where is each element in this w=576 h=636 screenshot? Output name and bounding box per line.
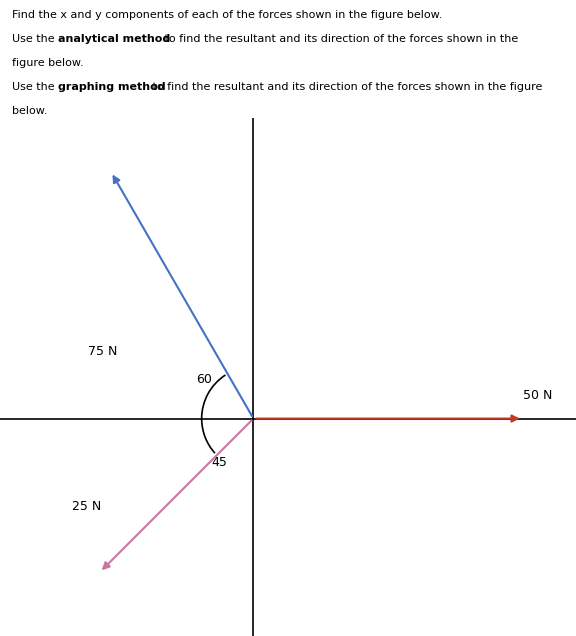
Text: 75 N: 75 N [88, 345, 117, 358]
Text: Use the: Use the [12, 34, 58, 44]
Text: 50 N: 50 N [522, 389, 552, 402]
Text: to find the resultant and its direction of the forces shown in the: to find the resultant and its direction … [161, 34, 518, 44]
Text: 25 N: 25 N [72, 500, 101, 513]
Text: figure below.: figure below. [12, 58, 83, 68]
Text: 60: 60 [196, 373, 212, 386]
Text: Find the x and y components of each of the forces shown in the figure below.: Find the x and y components of each of t… [12, 10, 442, 20]
Text: Use the: Use the [12, 82, 58, 92]
Text: analytical method: analytical method [58, 34, 170, 44]
Text: to find the resultant and its direction of the forces shown in the figure: to find the resultant and its direction … [149, 82, 542, 92]
Text: graphing method: graphing method [58, 82, 165, 92]
Text: 45: 45 [212, 456, 228, 469]
Text: below.: below. [12, 106, 47, 116]
